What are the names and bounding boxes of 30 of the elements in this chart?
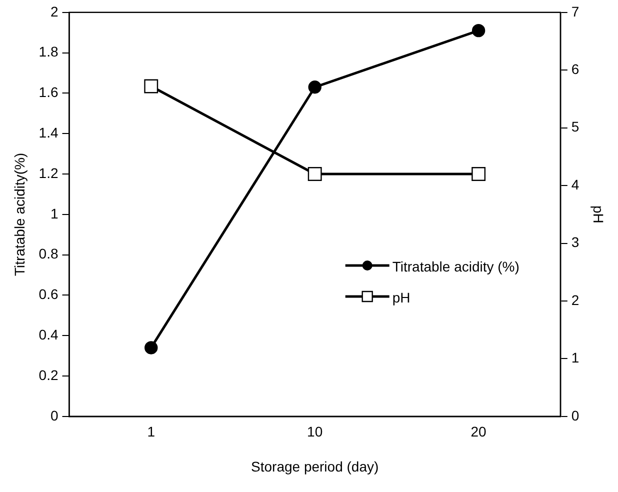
y2-tick-label: 5 xyxy=(571,118,580,135)
y-tick-label: 1.6 xyxy=(38,84,58,100)
y-tick-label: 1.8 xyxy=(38,44,58,60)
y2-tick-label: 3 xyxy=(571,234,580,250)
legend-label: Titratable acidity (%) xyxy=(392,258,520,274)
y2-tick-label: 7 xyxy=(571,3,580,20)
x-tick-label: 10 xyxy=(307,424,323,440)
y-tick-label: 0 xyxy=(50,407,58,424)
y-tick-label: 0.4 xyxy=(38,326,58,342)
point xyxy=(308,80,322,94)
y2-tick-label: 0 xyxy=(571,407,580,424)
x-tick-label: 1 xyxy=(147,424,156,440)
legend-label: pH xyxy=(392,289,410,306)
y-tick-label: 1.4 xyxy=(38,124,58,140)
y2-tick-label: 2 xyxy=(571,292,580,308)
x-axis-title: Storage period (day) xyxy=(251,458,379,474)
y-axis-title: Titratable acidity(%) xyxy=(11,152,28,276)
y2-tick-label: 4 xyxy=(571,176,580,192)
point xyxy=(144,341,158,354)
x-tick-label: 20 xyxy=(470,424,487,440)
y-tick-label: 0.6 xyxy=(38,286,58,302)
y2-axis-title: pH xyxy=(590,205,607,224)
y-tick-label: 1.2 xyxy=(38,164,58,181)
y-tick-label: 2 xyxy=(50,3,58,20)
point xyxy=(472,24,486,38)
y-tick-label: 0.2 xyxy=(38,366,58,383)
y-tick-label: 0.8 xyxy=(38,246,58,262)
y2-tick-label: 6 xyxy=(571,60,580,77)
y-tick-label: 1 xyxy=(50,205,58,222)
y2-tick-label: 1 xyxy=(571,350,580,366)
